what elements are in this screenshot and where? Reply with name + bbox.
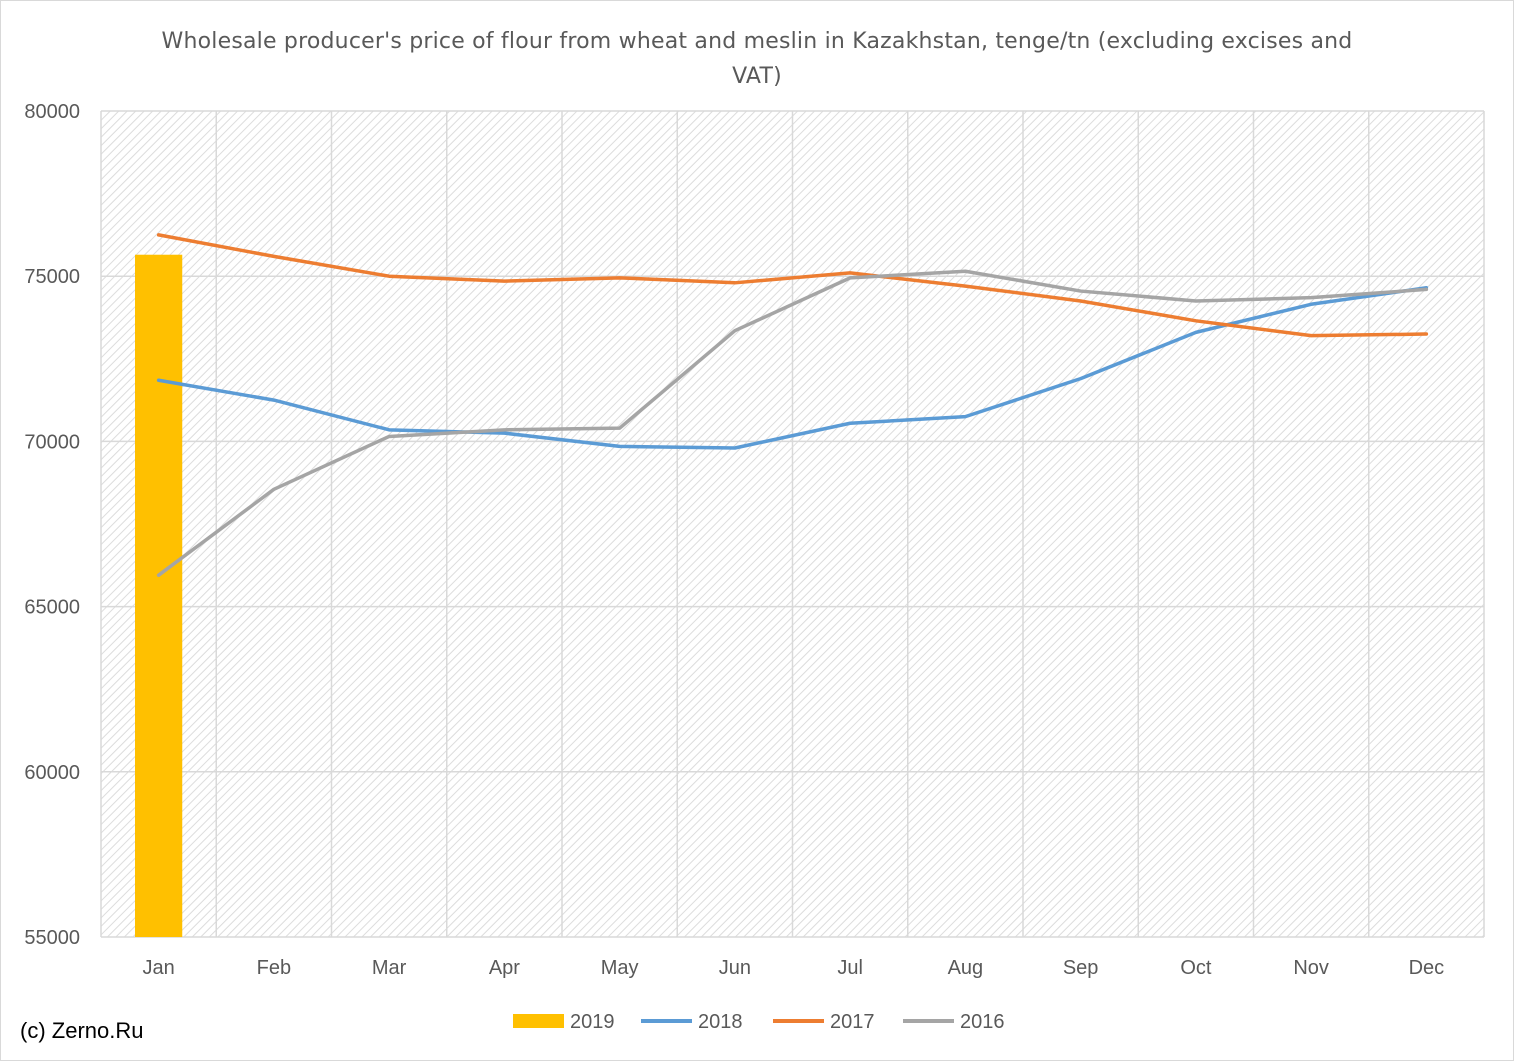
- x-tick-label-feb: Feb: [257, 957, 291, 979]
- bar-2019-jan: [134, 254, 183, 937]
- y-tick-label: 65000: [24, 597, 80, 619]
- line-series-2017: [156, 233, 1429, 338]
- chart-title: Wholesale producer's price of flour from…: [161, 29, 1353, 89]
- y-tick-label: 70000: [24, 431, 80, 453]
- y-tick-label: 55000: [24, 927, 80, 949]
- x-tick-label-jun: Jun: [719, 957, 751, 979]
- legend-label-2016: 2016: [960, 1011, 1005, 1033]
- legend-label-2017: 2017: [830, 1011, 875, 1033]
- y-tick-label: 80000: [24, 101, 80, 123]
- x-tick-label-aug: Aug: [948, 957, 984, 979]
- x-tick-label-oct: Oct: [1180, 957, 1212, 979]
- x-tick-label-nov: Nov: [1293, 957, 1329, 979]
- line-series-2016: [156, 269, 1429, 577]
- x-tick-label-apr: Apr: [489, 957, 520, 979]
- y-tick-label: 60000: [24, 762, 80, 784]
- x-tick-label-jan: Jan: [143, 957, 175, 979]
- credit-text: (c) Zerno.Ru: [20, 1018, 144, 1043]
- legend-label-2018: 2018: [698, 1011, 743, 1033]
- x-tick-label-mar: Mar: [372, 957, 407, 979]
- legend-swatch-2019: [513, 1014, 564, 1028]
- legend-label-2019: 2019: [570, 1011, 615, 1033]
- x-tick-label-may: May: [601, 957, 639, 979]
- x-tick-label-jul: Jul: [837, 957, 863, 979]
- x-tick-label-sep: Sep: [1063, 957, 1099, 979]
- line-series-2018: [156, 286, 1429, 450]
- y-tick-label: 75000: [24, 266, 80, 288]
- x-tick-label-dec: Dec: [1409, 957, 1445, 979]
